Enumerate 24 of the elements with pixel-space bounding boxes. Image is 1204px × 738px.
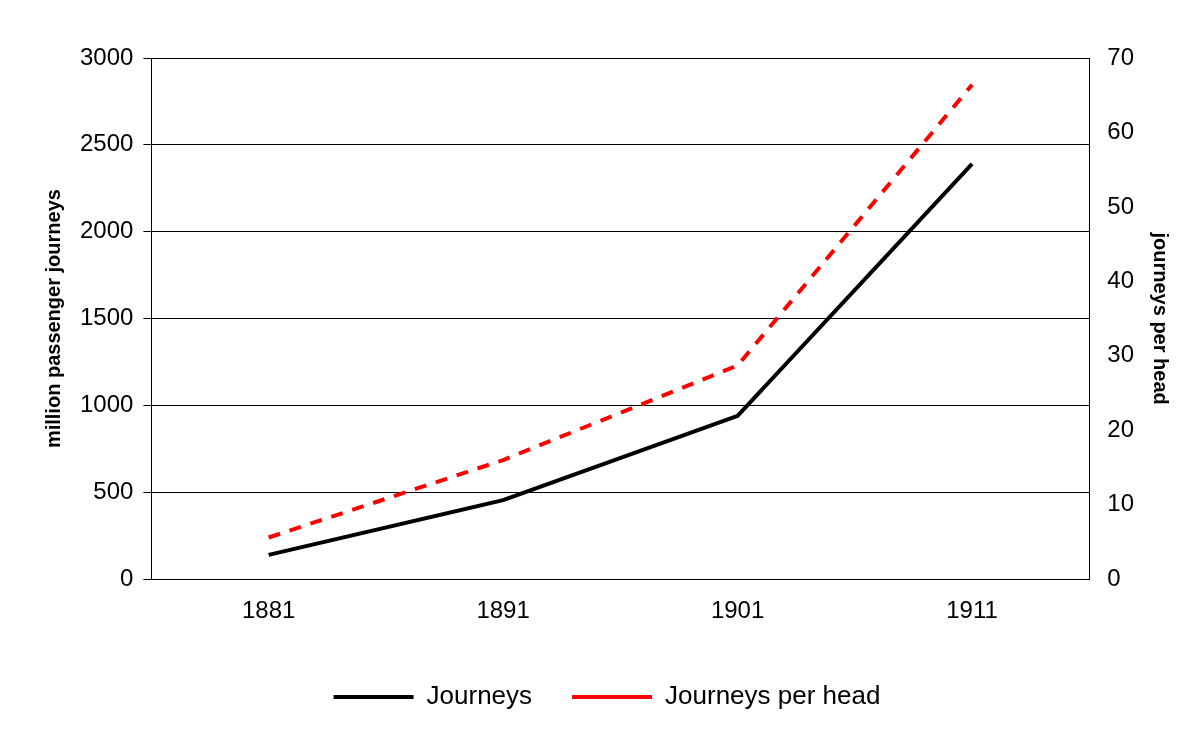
legend-label: Journeys per head [665,680,881,711]
y-tick-label: 2500 [80,129,134,157]
y-tick-label: 0 [120,563,134,591]
y2-axis-title: journeys per head [1150,231,1173,405]
y2-tick-label: 60 [1107,117,1135,145]
y2-tick-label: 10 [1107,489,1135,517]
y2-tick-label: 20 [1107,414,1135,442]
x-tick-label: 1901 [710,596,765,624]
line-series [266,82,975,540]
x-tick-label: 1891 [476,596,530,624]
y2-tick-label: 70 [1107,42,1135,70]
y-tick-label: 500 [93,476,134,504]
y2-tick-label: 0 [1107,563,1121,591]
y-tick-label: 1500 [80,303,134,331]
y-axis-title: million passenger journeys [41,189,64,449]
y2-tick-label: 50 [1107,191,1135,219]
y-tick-label: 3000 [80,42,134,70]
y2-tick-label: 30 [1107,340,1135,368]
y-tick-label: 2000 [80,216,134,244]
x-tick-label: 1911 [946,596,998,624]
y2-tick-label: 40 [1107,266,1135,293]
y-tick-label: 1000 [80,390,134,418]
legend-label: Journeys [426,680,533,711]
x-tick-label: 1881 [241,596,296,624]
